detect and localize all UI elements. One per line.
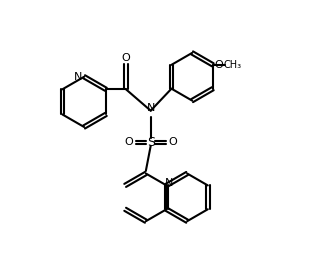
- Text: N: N: [165, 178, 173, 188]
- Text: O: O: [215, 60, 224, 70]
- Text: N: N: [146, 103, 155, 113]
- Text: O: O: [124, 137, 133, 147]
- Text: S: S: [147, 136, 155, 149]
- Text: N: N: [74, 72, 82, 82]
- Text: CH₃: CH₃: [223, 60, 241, 70]
- Text: O: O: [122, 53, 130, 63]
- Text: O: O: [168, 137, 177, 147]
